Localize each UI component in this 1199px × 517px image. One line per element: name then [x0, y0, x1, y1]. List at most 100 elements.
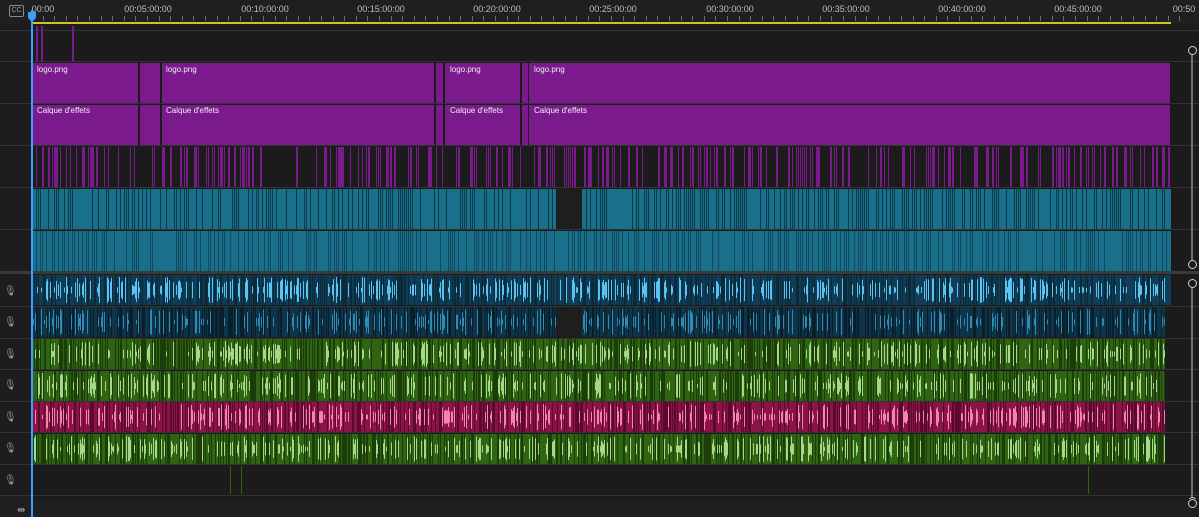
- clip[interactable]: [678, 147, 679, 187]
- clip[interactable]: [750, 147, 751, 187]
- clip[interactable]: [1022, 147, 1024, 187]
- clip[interactable]: [540, 147, 541, 187]
- clip[interactable]: [590, 147, 592, 187]
- clip[interactable]: [1020, 147, 1022, 187]
- clip[interactable]: [224, 147, 225, 187]
- clip[interactable]: [194, 147, 196, 187]
- clip[interactable]: [714, 147, 715, 187]
- clip[interactable]: [410, 147, 412, 187]
- clip[interactable]: [1010, 147, 1012, 187]
- clip[interactable]: [1162, 147, 1164, 187]
- clip[interactable]: [672, 147, 673, 187]
- time-ruler[interactable]: CC 00:00 00:05:00:00 00:10:00:00 00:15:0…: [0, 0, 1199, 24]
- clip[interactable]: [834, 147, 835, 187]
- clip[interactable]: [776, 147, 778, 187]
- clip[interactable]: [704, 147, 705, 187]
- clip[interactable]: [570, 147, 571, 187]
- effects-clip[interactable]: [140, 105, 160, 145]
- clip[interactable]: [930, 147, 931, 187]
- playhead[interactable]: [31, 10, 33, 517]
- clip[interactable]: [1052, 147, 1054, 187]
- clip[interactable]: [636, 147, 638, 187]
- effects-clip[interactable]: [529, 105, 1170, 145]
- effects-clip[interactable]: [436, 105, 443, 145]
- clip[interactable]: [458, 147, 460, 187]
- clip[interactable]: [1124, 147, 1126, 187]
- clip[interactable]: [1088, 147, 1089, 187]
- clip[interactable]: [952, 147, 954, 187]
- video-audio-divider[interactable]: [0, 271, 1199, 274]
- clip[interactable]: [408, 147, 409, 187]
- clip[interactable]: [376, 147, 377, 187]
- clip[interactable]: [572, 147, 573, 187]
- clip[interactable]: [802, 147, 803, 187]
- clip[interactable]: [800, 147, 801, 187]
- clip[interactable]: [880, 147, 882, 187]
- clip[interactable]: [798, 147, 799, 187]
- clip[interactable]: [234, 147, 236, 187]
- video-clip[interactable]: [32, 189, 1171, 229]
- clip[interactable]: [628, 147, 630, 187]
- clip[interactable]: [358, 147, 359, 187]
- clip[interactable]: [472, 147, 473, 187]
- clip[interactable]: [326, 147, 327, 187]
- clip[interactable]: [1104, 147, 1106, 187]
- clip[interactable]: [88, 147, 89, 187]
- microphone-icon[interactable]: 🎙: [4, 317, 17, 328]
- clip[interactable]: [1130, 147, 1131, 187]
- clip[interactable]: [76, 147, 77, 187]
- clip[interactable]: [666, 147, 667, 187]
- clip[interactable]: [706, 147, 708, 187]
- clip[interactable]: [316, 147, 317, 187]
- clip[interactable]: [476, 147, 477, 187]
- clip[interactable]: [184, 147, 185, 187]
- clip[interactable]: [1058, 147, 1060, 187]
- clip[interactable]: [1068, 147, 1070, 187]
- clip[interactable]: [796, 147, 797, 187]
- clip[interactable]: [992, 147, 994, 187]
- clip[interactable]: [842, 147, 844, 187]
- clip[interactable]: [568, 147, 569, 187]
- logo-clip[interactable]: [162, 63, 434, 103]
- work-area-bar[interactable]: [31, 22, 1171, 24]
- clip[interactable]: [230, 466, 231, 494]
- clip[interactable]: [792, 147, 793, 187]
- clip[interactable]: [196, 147, 197, 187]
- clip[interactable]: [1038, 147, 1039, 187]
- logo-clip[interactable]: [522, 63, 528, 103]
- audio-scrollbar[interactable]: [1191, 283, 1193, 497]
- clip[interactable]: [534, 147, 535, 187]
- clip[interactable]: [490, 147, 491, 187]
- clip[interactable]: [36, 26, 38, 61]
- clip[interactable]: [96, 147, 98, 187]
- video-scroll-bottom-handle[interactable]: [1188, 260, 1197, 269]
- clip[interactable]: [512, 147, 513, 187]
- clip[interactable]: [584, 147, 586, 187]
- clip[interactable]: [724, 147, 726, 187]
- clip[interactable]: [108, 147, 109, 187]
- clip[interactable]: [1168, 147, 1170, 187]
- clip[interactable]: [552, 147, 553, 187]
- video-clip[interactable]: [32, 231, 1171, 271]
- clip[interactable]: [1164, 147, 1165, 187]
- clip[interactable]: [186, 147, 188, 187]
- clip[interactable]: [974, 147, 976, 187]
- clip[interactable]: [222, 147, 223, 187]
- clip[interactable]: [642, 147, 643, 187]
- clip[interactable]: [1086, 147, 1087, 187]
- clip[interactable]: [510, 147, 511, 187]
- clip[interactable]: [758, 147, 759, 187]
- clip[interactable]: [36, 147, 37, 187]
- clip[interactable]: [888, 147, 889, 187]
- clip[interactable]: [1144, 147, 1145, 187]
- playhead-handle[interactable]: [28, 12, 36, 22]
- clip[interactable]: [914, 147, 915, 187]
- clip[interactable]: [242, 147, 244, 187]
- effects-clip[interactable]: [445, 105, 520, 145]
- clip[interactable]: [260, 147, 262, 187]
- clip[interactable]: [732, 147, 734, 187]
- logo-clip[interactable]: [140, 63, 160, 103]
- clip[interactable]: [1088, 466, 1089, 494]
- clip[interactable]: [710, 147, 711, 187]
